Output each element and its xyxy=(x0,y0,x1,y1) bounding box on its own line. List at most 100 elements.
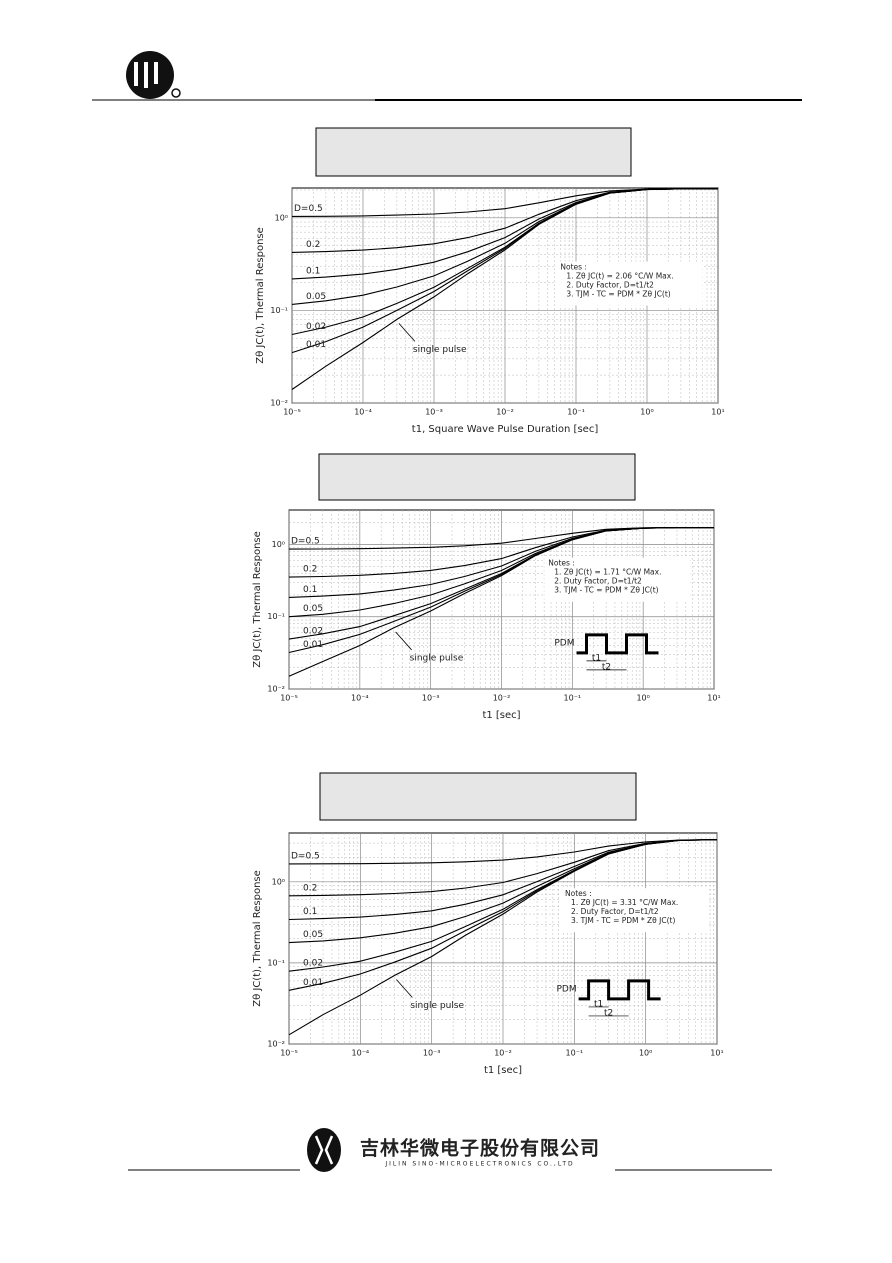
series-line xyxy=(288,839,718,865)
x-tick-label: 10⁻¹ xyxy=(567,408,585,417)
pulse-label: t2 xyxy=(604,1008,613,1018)
title-box xyxy=(318,453,636,501)
x-tick-label: 10⁻³ xyxy=(425,408,443,417)
notes-box xyxy=(556,261,703,306)
pulse-shape xyxy=(578,979,661,1001)
pulse-label: PDM xyxy=(556,984,576,994)
note: 1. Zθ JC(t) = 1.71 °C/W Max. xyxy=(554,568,661,577)
pulse-label: PDM xyxy=(554,638,574,648)
series-label: 0.05 xyxy=(306,292,326,302)
x-tick-label: 10⁰ xyxy=(639,1049,652,1058)
series-label: 0.1 xyxy=(303,585,317,595)
note: Notes : xyxy=(548,559,575,568)
pulse-label: t1 xyxy=(592,653,601,663)
x-tick-label: 10⁻¹ xyxy=(564,694,582,703)
company-cn: 吉林华微电子股份有限公司 xyxy=(360,1137,600,1160)
x-tick-label: 10⁰ xyxy=(640,408,653,417)
y-tick-label: 10⁰ xyxy=(275,213,288,222)
footer-logo-mark xyxy=(314,1135,334,1165)
header xyxy=(92,51,802,101)
logo-mark xyxy=(134,62,158,88)
y-axis-label: Zθ JC(t), Thermal Response xyxy=(252,531,263,668)
series-label: 0.02 xyxy=(303,959,323,969)
label-arrow xyxy=(398,323,416,342)
pulse-label: t2 xyxy=(602,662,611,672)
label-arrow xyxy=(396,979,413,998)
y-tick-label: 10⁰ xyxy=(272,877,285,886)
x-tick-label: 10⁻¹ xyxy=(566,1049,584,1058)
y-axis-label: Zθ JC(t), Thermal Response xyxy=(255,227,266,364)
series-label: 0.02 xyxy=(306,322,326,332)
footer: 吉林华微电子股份有限公司 JILIN SINO-MICROELECTRONICS… xyxy=(128,1128,772,1172)
notes-box xyxy=(544,557,691,602)
x-tick-label: 10⁻² xyxy=(494,1049,512,1058)
note: 3. TJM - TC = PDM * Zθ JC(t) xyxy=(554,586,658,595)
note: 1. Zθ JC(t) = 3.31 °C/W Max. xyxy=(571,898,678,907)
series-label: 0.2 xyxy=(303,883,317,893)
series-label: D=0.5 xyxy=(291,851,320,861)
note: 2. Duty Factor, D=t1/t2 xyxy=(554,577,642,586)
series-line xyxy=(291,188,718,390)
x-tick-label: 10⁻⁴ xyxy=(354,408,372,417)
y-tick-label: 10⁻¹ xyxy=(270,306,288,315)
note: Notes : xyxy=(565,889,592,898)
note: 3. TJM - TC = PDM * Zθ JC(t) xyxy=(571,916,675,925)
x-tick-label: 10⁻⁵ xyxy=(280,1049,298,1058)
x-tick-label: 10⁻⁵ xyxy=(283,408,301,417)
series-label: single pulse xyxy=(410,653,464,663)
x-tick-label: 10¹ xyxy=(710,1049,723,1058)
chart: 10⁻⁵ 10⁻⁴ 10⁻³ 10⁻² 10⁻¹ 10⁰ 10¹ 10⁻² 10⁻¹ 10⁰ t1 … xyxy=(252,453,721,721)
series-label: 0.05 xyxy=(303,930,323,940)
y-tick-label: 10⁻² xyxy=(267,685,285,694)
x-tick-label: 10⁻² xyxy=(493,694,511,703)
notes-box xyxy=(561,888,708,933)
x-tick-label: 10⁰ xyxy=(636,694,649,703)
series-label: 0.01 xyxy=(303,978,323,988)
series-label: 0.02 xyxy=(303,627,323,637)
series-label: 0.1 xyxy=(306,266,320,276)
logo-dot xyxy=(171,88,181,98)
footer-logo xyxy=(307,1128,341,1172)
series-label: 0.2 xyxy=(306,240,320,250)
y-tick-label: 10⁰ xyxy=(272,540,285,549)
x-tick-label: 10⁻⁴ xyxy=(352,1049,370,1058)
note: 3. TJM - TC = PDM * Zθ JC(t) xyxy=(566,290,670,299)
y-tick-label: 10⁻² xyxy=(267,1040,285,1049)
y-tick-label: 10⁻¹ xyxy=(267,612,285,621)
y-tick-label: 10⁻¹ xyxy=(267,958,285,967)
series-label: 0.01 xyxy=(303,640,323,650)
chart: 10⁻⁵ 10⁻⁴ 10⁻³ 10⁻² 10⁻¹ 10⁰ 10¹ 10⁻² 10⁻¹ 10⁰ t1,… xyxy=(255,127,725,435)
series-label: D=0.5 xyxy=(294,204,323,214)
x-tick-label: 10⁻² xyxy=(496,408,514,417)
x-axis-label: t1 [sec] xyxy=(484,1065,522,1076)
series-label: 0.01 xyxy=(306,340,326,350)
chart: 10⁻⁵ 10⁻⁴ 10⁻³ 10⁻² 10⁻¹ 10⁰ 10¹ 10⁻² 10⁻¹ 10⁰ t1 … xyxy=(252,772,724,1076)
series-label: single pulse xyxy=(410,1001,464,1011)
x-tick-label: 10⁻⁴ xyxy=(351,694,369,703)
series-label: D=0.5 xyxy=(291,537,320,547)
note: 2. Duty Factor, D=t1/t2 xyxy=(571,907,659,916)
x-tick-label: 10¹ xyxy=(707,694,720,703)
title-box xyxy=(315,127,632,177)
series-line xyxy=(288,839,718,1036)
x-axis-label: t1, Square Wave Pulse Duration [sec] xyxy=(412,424,599,435)
note: Notes : xyxy=(560,263,587,272)
x-axis-label: t1 [sec] xyxy=(482,710,520,721)
pulse-shape xyxy=(576,633,659,655)
series-label: single pulse xyxy=(413,345,467,355)
company-en: JILIN SINO-MICROELECTRONICS CO.,LTD xyxy=(384,1161,574,1168)
y-tick-label: 10⁻² xyxy=(270,399,288,408)
x-tick-label: 10⁻⁵ xyxy=(280,694,298,703)
note: 2. Duty Factor, D=t1/t2 xyxy=(566,281,654,290)
x-tick-label: 10⁻³ xyxy=(422,694,440,703)
series-label: 0.2 xyxy=(303,565,317,575)
y-axis-label: Zθ JC(t), Thermal Response xyxy=(252,870,263,1007)
x-tick-label: 10⁻³ xyxy=(423,1049,441,1058)
label-arrow xyxy=(395,631,412,651)
logo xyxy=(126,51,174,99)
series-line xyxy=(288,527,714,677)
title-box xyxy=(319,772,637,821)
x-tick-label: 10¹ xyxy=(711,408,724,417)
